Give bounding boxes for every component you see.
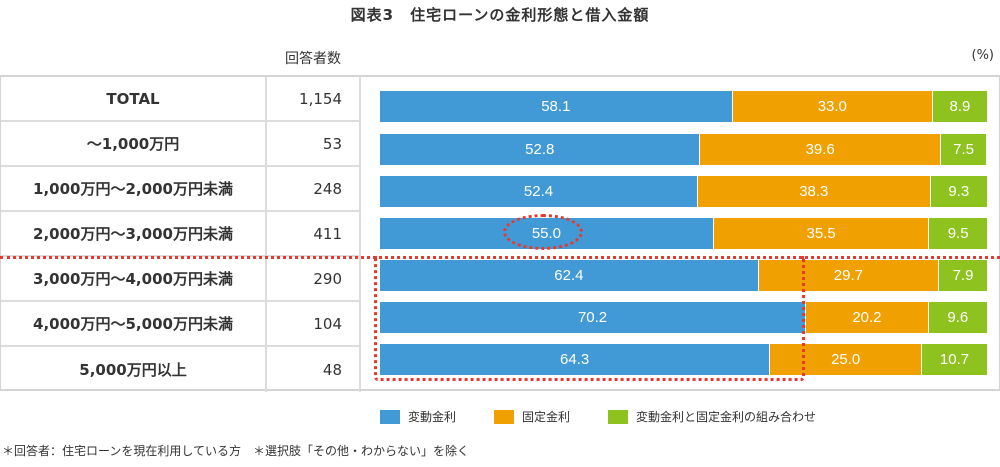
bar-segment-fixed: 29.7 (758, 260, 940, 291)
highlight-separator-line (0, 256, 1000, 259)
table-row: 5,000万円以上 48 (1, 347, 361, 392)
legend-label: 変動金利 (408, 410, 457, 424)
table-row: ～1,000万円 53 (1, 122, 361, 167)
highlight-box (374, 256, 805, 381)
legend-label: 固定金利 (522, 410, 571, 424)
stacked-bar: 58.1 33.0 8.9 (380, 91, 987, 122)
respondent-count: 248 (267, 167, 361, 210)
respondent-count: 48 (267, 347, 361, 392)
bar-segment-fixed: 39.6 (700, 134, 941, 165)
category-table: TOTAL 1,154 ～1,000万円 53 1,000万円～2,000万円未… (0, 75, 361, 392)
footnote: ＊回答者：住宅ローンを現在利用している方 ＊選択肢「その他・わからない」を除く (2, 444, 470, 458)
stacked-bar: 62.4 29.7 7.9 (380, 260, 987, 291)
legend-item-fixed: 固定金利 (494, 408, 570, 425)
stacked-bar: 52.8 39.6 7.5 (380, 134, 987, 165)
table-row: 2,000万円～3,000万円未満 411 (1, 212, 361, 257)
bar-segment-variable: 52.8 (380, 134, 701, 165)
category-label: 5,000万円以上 (1, 347, 267, 392)
bar-segment-mixed: 9.6 (928, 302, 987, 333)
respondent-count: 1,154 (267, 77, 361, 120)
stacked-bar: 55.0 35.5 9.5 (380, 218, 987, 249)
respondent-count: 411 (267, 212, 361, 255)
legend-label: 変動金利と固定金利の組み合わせ (636, 410, 817, 424)
bar-segment-fixed: 20.2 (806, 302, 929, 333)
table-row: 4,000万円～5,000万円未満 104 (1, 302, 361, 347)
category-label: 3,000万円～4,000万円未満 (1, 257, 267, 300)
respondent-count-header: 回答者数 (285, 51, 341, 67)
legend-swatch-mixed (608, 409, 629, 424)
bar-segment-variable: 70.2 (380, 302, 807, 333)
bar-segment-variable: 52.4 (380, 176, 699, 207)
stacked-bar: 52.4 38.3 9.3 (380, 176, 987, 207)
category-label: ～1,000万円 (1, 122, 267, 165)
respondent-count: 53 (267, 122, 361, 165)
bar-segment-variable: 58.1 (380, 91, 733, 122)
legend-swatch-variable (380, 409, 400, 424)
bar-segment-mixed: 7.9 (939, 260, 987, 291)
bar-segment-fixed: 38.3 (698, 176, 931, 207)
category-label: 1,000万円～2,000万円未満 (1, 167, 267, 210)
stacked-bar: 70.2 20.2 9.6 (380, 302, 987, 333)
table-row: 3,000万円～4,000万円未満 290 (1, 257, 361, 302)
stacked-bar: 64.3 25.0 10.7 (380, 344, 987, 375)
bar-segment-variable: 64.3 (380, 344, 771, 375)
unit-label: (%) (971, 48, 995, 63)
category-label: 2,000万円～3,000万円未満 (1, 212, 267, 255)
bar-segment-mixed: 9.5 (929, 218, 987, 249)
chart-title: 図表3 住宅ローンの金利形態と借入金額 (350, 6, 650, 24)
bar-segment-mixed: 7.5 (940, 134, 987, 165)
bar-segment-fixed: 33.0 (732, 91, 933, 122)
legend-item-mixed: 変動金利と固定金利の組み合わせ (608, 408, 816, 425)
highlight-ellipse (503, 214, 583, 250)
respondent-count: 290 (267, 257, 361, 300)
legend-swatch-fixed (494, 409, 515, 424)
bar-segment-mixed: 10.7 (922, 344, 987, 375)
legend: 変動金利 固定金利 変動金利と固定金利の組み合わせ (380, 408, 854, 425)
table-row: TOTAL 1,154 (1, 77, 361, 122)
bar-segment-variable: 62.4 (380, 260, 759, 291)
bar-segment-mixed: 9.3 (930, 176, 987, 207)
category-label: 4,000万円～5,000万円未満 (1, 302, 267, 345)
bar-segment-fixed: 35.5 (713, 218, 930, 249)
bar-segment-mixed: 8.9 (932, 91, 987, 122)
table-row: 1,000万円～2,000万円未満 248 (1, 167, 361, 212)
legend-item-variable: 変動金利 (380, 408, 456, 425)
bar-segment-fixed: 25.0 (770, 344, 923, 375)
respondent-count: 104 (267, 302, 361, 345)
category-label: TOTAL (1, 77, 267, 120)
